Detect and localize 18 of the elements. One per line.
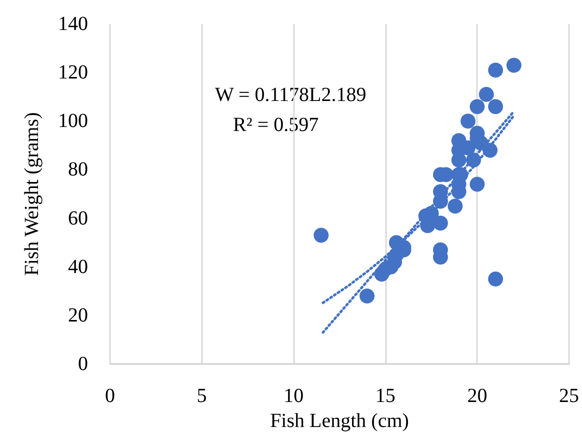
x-tick-label: 5 [196,385,207,407]
x-tick-label: 25 [559,385,579,407]
y-tick-label: 120 [58,62,88,84]
y-tick-label: 80 [68,158,88,181]
x-tick-label: 0 [105,385,115,407]
annotation: W = 0.1178L2.189 [215,84,366,106]
y-tick-label: 20 [68,304,88,326]
y-tick-label: 140 [58,13,88,35]
x-axis-title: Fish Length (cm) [270,410,409,432]
y-tick-label: 0 [78,353,88,375]
x-tick-label: 10 [284,385,304,407]
annotation: R² = 0.597 [233,114,319,136]
y-tick-label: 40 [68,256,88,278]
y-tick-label: 100 [58,110,88,132]
y-tick-label: 60 [68,207,88,230]
x-tick-label: 20 [467,385,488,407]
x-tick-label: 15 [375,385,396,407]
y-axis-title: Fish Weight (grams) [21,112,43,276]
